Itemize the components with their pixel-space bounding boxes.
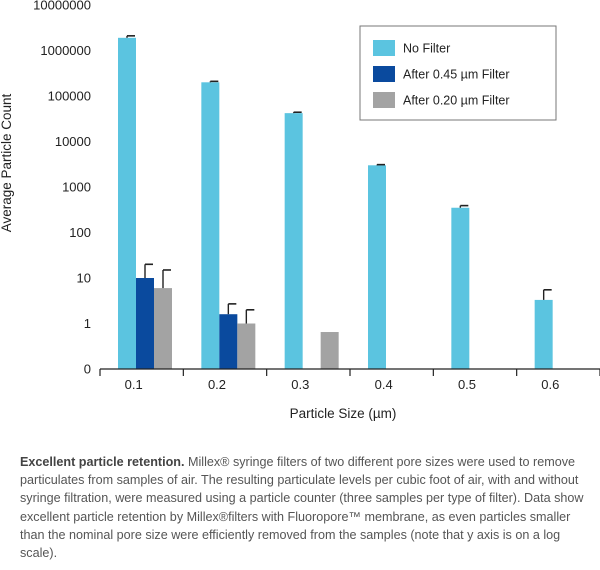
- bar: [201, 82, 220, 370]
- x-tick-label: 0.5: [458, 377, 476, 392]
- y-tick-label: 1000000: [40, 43, 91, 58]
- bar: [237, 323, 256, 369]
- bars-layer: [118, 35, 553, 370]
- y-axis-title: Average Particle Count: [0, 93, 14, 232]
- y-tick-label: 1: [84, 316, 91, 331]
- y-tick-label: 10000000: [33, 0, 91, 13]
- y-tick-label: 1000: [62, 180, 91, 195]
- bar: [219, 314, 238, 369]
- axes-layer: 0 1 10 100 1000 10000 100000 1000000 10000000 0.1…: [33, 0, 600, 392]
- legend-label: After 0.20 µm Filter: [403, 94, 510, 108]
- bar: [451, 207, 470, 369]
- bar: [136, 278, 154, 369]
- legend-swatch: [373, 66, 395, 82]
- y-tick-label: 100000: [48, 89, 91, 104]
- bar: [284, 113, 303, 370]
- legend-label: After 0.45 µm Filter: [403, 68, 510, 82]
- x-tick-label: 0.4: [375, 377, 393, 392]
- caption-lead: Excellent particle retention.: [20, 455, 185, 469]
- x-tick-label: 0.3: [291, 377, 309, 392]
- bar: [320, 332, 339, 369]
- x-axis-title: Particle Size (µm): [290, 406, 397, 421]
- x-tick-label: 0.6: [541, 377, 559, 392]
- bar: [534, 299, 553, 369]
- figure-caption: Excellent particle retention. Millex® sy…: [20, 453, 590, 562]
- x-tick-label: 0.1: [125, 377, 143, 392]
- legend: No Filter After 0.45 µm Filter After 0.20 …: [359, 25, 557, 121]
- y-tick-label: 0: [84, 362, 91, 377]
- x-tick-label: 0.2: [208, 377, 226, 392]
- y-tick-label: 10000: [55, 134, 91, 149]
- bar: [154, 288, 172, 369]
- chart: 0 1 10 100 1000 10000 100000 1000000 10000000 0.1…: [0, 0, 600, 421]
- legend-swatch: [373, 92, 395, 108]
- y-tick-label: 10: [77, 271, 91, 286]
- legend-label: No Filter: [403, 42, 450, 56]
- caption-body: Millex® syringe filters of two different…: [20, 455, 584, 561]
- y-tick-label: 100: [69, 225, 91, 240]
- bar: [368, 165, 386, 369]
- bar: [118, 37, 136, 369]
- legend-swatch: [373, 40, 395, 56]
